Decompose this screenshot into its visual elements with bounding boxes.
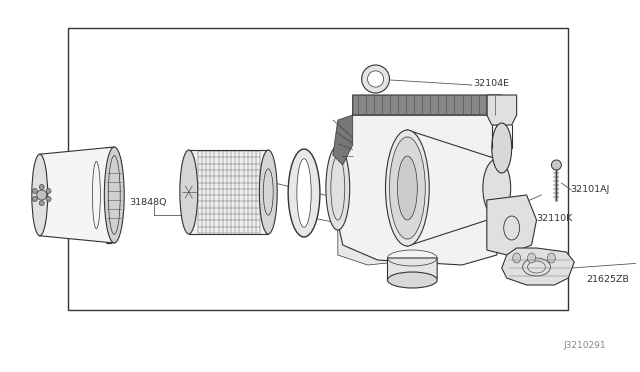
Ellipse shape [547, 253, 556, 263]
Ellipse shape [385, 130, 429, 246]
Ellipse shape [180, 150, 198, 234]
Polygon shape [353, 95, 502, 115]
Text: 1520BV: 1520BV [346, 151, 382, 160]
Ellipse shape [513, 253, 520, 263]
Text: 21625ZB: 21625ZB [586, 276, 629, 285]
Polygon shape [487, 95, 516, 125]
Ellipse shape [387, 272, 437, 288]
Ellipse shape [36, 190, 47, 200]
Ellipse shape [46, 189, 51, 193]
Polygon shape [338, 210, 397, 265]
Text: 32104E: 32104E [473, 78, 509, 87]
Ellipse shape [326, 146, 349, 230]
Ellipse shape [288, 149, 320, 237]
Bar [68, 28, 568, 310]
Text: J3210291: J3210291 [563, 341, 606, 350]
Polygon shape [40, 147, 115, 243]
Text: 32110K: 32110K [536, 214, 573, 222]
Ellipse shape [32, 154, 48, 236]
Polygon shape [333, 115, 353, 165]
Ellipse shape [362, 65, 390, 93]
Polygon shape [502, 248, 574, 285]
Ellipse shape [527, 253, 536, 263]
Ellipse shape [33, 196, 37, 202]
Ellipse shape [46, 196, 51, 202]
Polygon shape [333, 115, 497, 265]
Ellipse shape [39, 201, 44, 205]
Ellipse shape [367, 71, 383, 87]
Ellipse shape [259, 150, 277, 234]
Text: 32120N: 32120N [371, 228, 408, 237]
Text: 32101AJ: 32101AJ [570, 185, 610, 193]
Ellipse shape [397, 156, 417, 220]
Ellipse shape [33, 189, 37, 193]
Ellipse shape [483, 159, 511, 217]
Ellipse shape [552, 160, 561, 170]
Ellipse shape [492, 123, 512, 173]
Ellipse shape [104, 147, 124, 243]
Ellipse shape [39, 185, 44, 189]
Ellipse shape [297, 159, 311, 227]
Polygon shape [189, 150, 268, 234]
Text: 31848Q: 31848Q [129, 198, 166, 206]
Ellipse shape [390, 137, 425, 239]
Polygon shape [487, 195, 536, 255]
Polygon shape [387, 258, 437, 280]
